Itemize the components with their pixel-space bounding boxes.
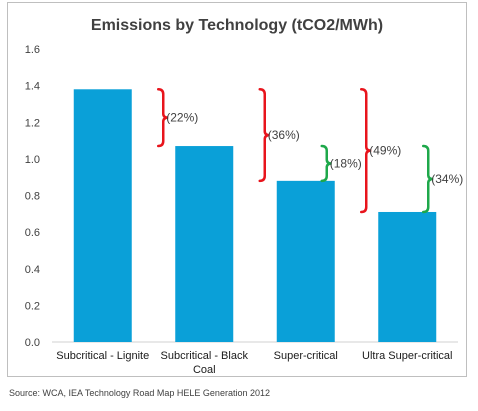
annotation-brace: [320, 144, 332, 183]
annotation-label: (34%): [431, 172, 463, 186]
annotation-label: (36%): [268, 128, 300, 142]
chart-frame: Emissions by Technology (tCO2/MWh) 0.0 0.…: [7, 2, 467, 377]
y-tick-label: 0.8: [25, 191, 40, 203]
category-label: Subcritical - Lignite: [56, 350, 149, 362]
bar: [73, 89, 132, 342]
y-tick-label: 0.2: [25, 300, 40, 312]
category-labels: Subcritical - Lignite Subcritical - Black…: [56, 350, 452, 376]
bar: [175, 146, 234, 342]
y-tick-label: 0.0: [25, 337, 40, 349]
category-label: Super-critical: [274, 350, 338, 362]
annotation-label: (22%): [166, 111, 198, 125]
bars: [73, 89, 437, 342]
y-tick-label: 1.0: [25, 154, 40, 166]
category-label: Subcritical - Black: [161, 350, 249, 362]
y-tick-label: 0.6: [25, 227, 40, 239]
chart-title: Emissions by Technology (tCO2/MWh): [91, 17, 383, 34]
annotation-brace: [360, 88, 372, 214]
y-tick-label: 1.4: [25, 81, 40, 93]
annotation-label: (49%): [369, 144, 401, 158]
bar: [378, 211, 437, 342]
y-tick-label: 1.2: [25, 117, 40, 129]
annotations: (22%) (36%) (18%) (49%) (34%): [157, 88, 463, 214]
y-tick-label: 0.4: [25, 264, 40, 276]
bar: [276, 180, 335, 342]
y-tick-label: 1.6: [25, 44, 40, 56]
annotation-label: (18%): [330, 156, 362, 170]
annotation-brace: [157, 88, 169, 148]
category-label: Ultra Super-critical: [362, 350, 452, 362]
annotation-brace: [422, 144, 434, 214]
source-note: Source: WCA, IEA Technology Road Map HEL…: [9, 388, 270, 398]
category-label: Coal: [193, 364, 216, 376]
annotation-brace: [258, 88, 270, 183]
emissions-bar-chart: Emissions by Technology (tCO2/MWh) 0.00.…: [25, 17, 464, 376]
y-axis: 0.0 0.2 0.4 0.6 0.8 1.0 1.2 1.4 1.6: [25, 44, 458, 349]
